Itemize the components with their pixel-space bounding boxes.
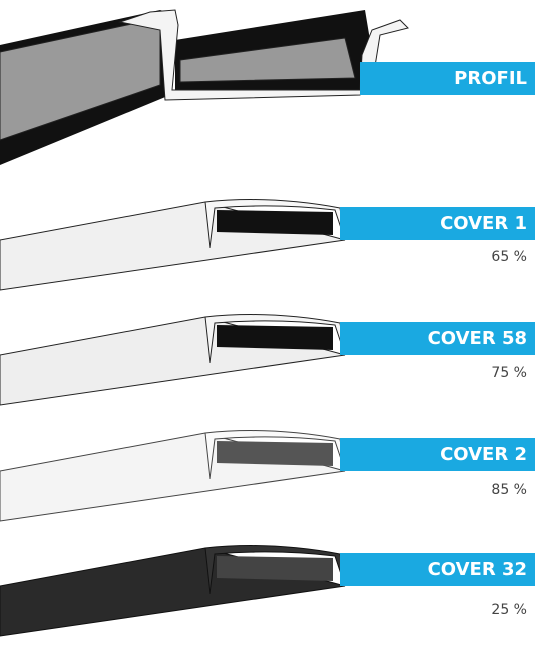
label: COVER 32 [428, 559, 527, 580]
percentage: 25 % [491, 602, 527, 618]
label: COVER 2 [440, 444, 527, 465]
cover-image: COVER 32 25 % [0, 546, 535, 636]
cover-image: COVER 2 85 % [0, 431, 535, 521]
label: COVER 1 [440, 213, 527, 234]
profile-image: PROFIL [0, 10, 535, 165]
label: PROFIL [454, 68, 527, 89]
percentage: 85 % [491, 482, 527, 498]
product-sheet: PROFIL COVER 1 65 % COVER 58 75 % COVER … [0, 0, 535, 660]
cover-image: COVER 58 75 % [0, 315, 535, 405]
label: COVER 58 [428, 328, 527, 349]
cover-image: COVER 1 65 % [0, 200, 535, 290]
percentage: 75 % [491, 365, 527, 381]
percentage: 65 % [491, 249, 527, 265]
